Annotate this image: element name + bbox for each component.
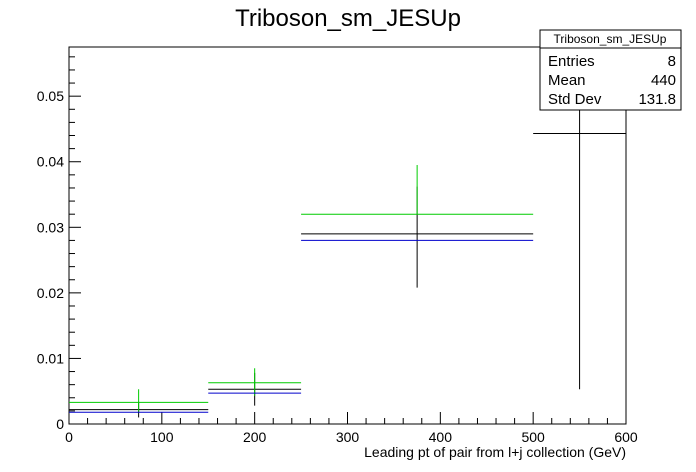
x-tick-label: 200 [243, 429, 267, 445]
chart-title: Triboson_sm_JESUp [235, 5, 461, 32]
x-axis-label: Leading pt of pair from l+j collection (… [364, 444, 626, 460]
x-tick-label: 0 [65, 429, 73, 445]
stats-mean-label: Mean [548, 72, 586, 89]
y-tick-label: 0.01 [37, 350, 64, 366]
stats-mean-value: 440 [651, 72, 676, 89]
x-axis: 0 100 200 300 400 500 600 [65, 412, 638, 445]
x-tick-label: 600 [614, 429, 638, 445]
y-axis: 0 0.01 0.02 0.03 0.04 0.05 [37, 56, 81, 432]
stats-stddev-label: Std Dev [548, 91, 602, 108]
x-tick-label: 500 [521, 429, 545, 445]
y-tick-label: 0 [56, 416, 64, 432]
series-1 [69, 165, 534, 412]
stats-box-title: Triboson_sm_JESUp [554, 32, 667, 46]
y-tick-label: 0.05 [37, 88, 64, 104]
stats-entries-value: 8 [668, 53, 676, 70]
series-2 [69, 239, 534, 413]
stats-entries-label: Entries [548, 53, 595, 70]
y-tick-label: 0.02 [37, 285, 64, 301]
x-tick-label: 400 [429, 429, 453, 445]
stats-stddev-value: 131.8 [638, 91, 676, 108]
x-tick-label: 100 [150, 429, 174, 445]
x-tick-label: 300 [336, 429, 360, 445]
y-tick-label: 0.04 [37, 154, 64, 170]
y-tick-label: 0.03 [37, 219, 64, 235]
stats-box: Triboson_sm_JESUp Entries 8 Mean 440 Std… [539, 29, 682, 111]
